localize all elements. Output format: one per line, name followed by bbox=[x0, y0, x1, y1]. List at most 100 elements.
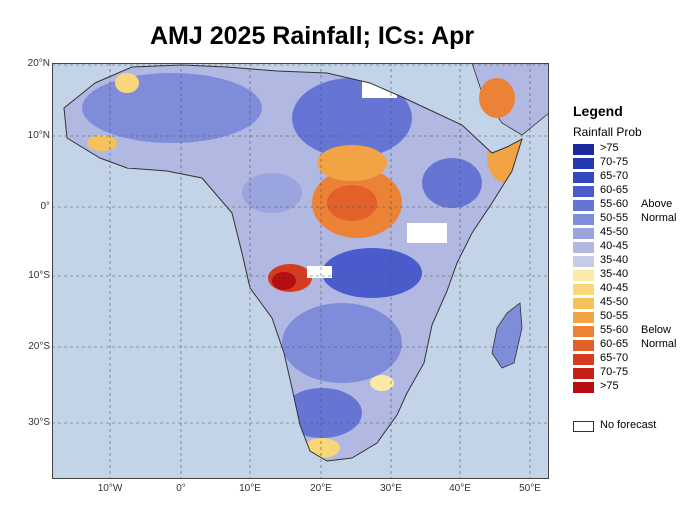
lon-label-40e: 40°E bbox=[449, 483, 471, 494]
above-zone-cape bbox=[282, 388, 362, 438]
legend-swatch-below-6 bbox=[573, 354, 594, 365]
lon-label-30e: 30°E bbox=[380, 483, 402, 494]
legend-row-above-5: 50-55 bbox=[573, 212, 688, 226]
legend-rows: >75 70-75 65-70 60-65 55-60 50-55 45-50 40-45 35… bbox=[573, 142, 688, 394]
below-zone-westsahel bbox=[115, 73, 139, 93]
legend-label-below-7: 70-75 bbox=[600, 366, 629, 378]
lat-label-30s: 30°S bbox=[28, 417, 50, 428]
legend-row-below-7: 70-75 bbox=[573, 366, 688, 380]
legend-label-above-5: 50-55 bbox=[600, 212, 629, 224]
legend-subtitle: Rainfall Prob bbox=[573, 125, 642, 139]
no-forecast-patch-east bbox=[407, 223, 447, 243]
lat-label-0: 0° bbox=[40, 201, 50, 212]
legend-label-above-1: 70-75 bbox=[600, 156, 629, 168]
legend-swatch-above-8 bbox=[573, 256, 594, 267]
legend-row-below-6: 65-70 bbox=[573, 352, 688, 366]
legend-swatch-below-0 bbox=[573, 270, 594, 281]
lat-label-10n: 10°N bbox=[27, 130, 50, 141]
graticule bbox=[52, 63, 549, 479]
map-border bbox=[52, 63, 549, 479]
legend-swatch-below-2 bbox=[573, 298, 594, 309]
legend-swatch-above-1 bbox=[573, 158, 594, 169]
legend-swatch-below-8 bbox=[573, 382, 594, 393]
below-zone-highveld bbox=[370, 375, 394, 391]
legend-row-above-1: 70-75 bbox=[573, 156, 688, 170]
above-zone-westcentral bbox=[242, 173, 302, 213]
below-zone-central-core bbox=[327, 185, 377, 221]
africa-coastline bbox=[63, 64, 523, 462]
legend-swatch-below-1 bbox=[573, 284, 594, 295]
legend-label-below-5: 60-65 bbox=[600, 338, 629, 350]
lat-label-20s: 20°S bbox=[28, 341, 50, 352]
legend-label-above-4: 55-60 bbox=[600, 198, 629, 210]
lon-label-50e: 50°E bbox=[519, 483, 541, 494]
legend-label-above-2: 65-70 bbox=[600, 170, 629, 182]
legend-label-below-2: 45-50 bbox=[600, 296, 629, 308]
legend-row-below-1: 40-45 bbox=[573, 282, 688, 296]
legend-label-below-1: 40-45 bbox=[600, 282, 629, 294]
below-zone-angola-core bbox=[272, 272, 296, 290]
legend-row-below-2: 45-50 bbox=[573, 296, 688, 310]
legend-row-above-2: 65-70 bbox=[573, 170, 688, 184]
map-title: AMJ 2025 Rainfall; ICs: Apr bbox=[150, 22, 475, 50]
legend-swatch-below-5 bbox=[573, 340, 594, 351]
legend-swatch-below-4 bbox=[573, 326, 594, 337]
legend-row-above-0: >75 bbox=[573, 142, 688, 156]
legend-row-above-3: 60-65 bbox=[573, 184, 688, 198]
no-forecast-patch-angola bbox=[307, 266, 332, 278]
lat-label-20n: 20°N bbox=[27, 58, 50, 69]
no-forecast-label: No forecast bbox=[600, 419, 657, 431]
legend-swatch-above-2 bbox=[573, 172, 594, 183]
legend-swatch-above-0 bbox=[573, 144, 594, 155]
legend-row-above-8: 35-40 bbox=[573, 254, 688, 268]
above-zone-sahel bbox=[82, 73, 262, 143]
legend-title: Legend bbox=[573, 103, 623, 119]
legend-label-above-7: 40-45 bbox=[600, 240, 629, 252]
legend-swatch-above-6 bbox=[573, 228, 594, 239]
below-zone-arabia bbox=[479, 78, 515, 118]
legend-row-below-3: 50-55 bbox=[573, 310, 688, 324]
legend-label-below-4: 55-60 bbox=[600, 324, 629, 336]
legend-panel: Legend Rainfall Prob >75 70-75 65-70 60-65 5… bbox=[573, 103, 688, 394]
legend-label-above-3: 60-65 bbox=[600, 184, 629, 196]
lon-label-10w: 10°W bbox=[97, 483, 123, 494]
legend-label-below-6: 65-70 bbox=[600, 352, 629, 364]
above-zone-central bbox=[322, 248, 422, 298]
madagascar-landmass bbox=[491, 302, 523, 369]
above-zone-south bbox=[282, 303, 402, 383]
lon-label-0: 0° bbox=[176, 483, 186, 494]
legend-label-above-0: >75 bbox=[600, 142, 619, 154]
below-zone-westcoast bbox=[87, 135, 117, 151]
legend-label-below-0: 35-40 bbox=[600, 268, 629, 280]
legend-row-below-5: 60-65 bbox=[573, 338, 688, 352]
below-zone-sudan bbox=[317, 145, 387, 181]
legend-above-label-2: Normal bbox=[641, 212, 677, 224]
legend-row-below-0: 35-40 bbox=[573, 268, 688, 282]
legend-below-label-1: Below bbox=[641, 324, 671, 336]
legend-swatch-above-7 bbox=[573, 242, 594, 253]
land-forecast bbox=[64, 65, 522, 461]
legend-row-above-6: 45-50 bbox=[573, 226, 688, 240]
lon-label-20e: 20°E bbox=[310, 483, 332, 494]
forecast-map-svg bbox=[52, 63, 549, 479]
lat-label-10s: 10°S bbox=[28, 270, 50, 281]
legend-swatch-above-3 bbox=[573, 186, 594, 197]
legend-swatch-below-7 bbox=[573, 368, 594, 379]
legend-row-above-4: 55-60 bbox=[573, 198, 688, 212]
forecast-map bbox=[52, 63, 549, 479]
legend-label-above-8: 35-40 bbox=[600, 254, 629, 266]
legend-above-label-1: Above bbox=[641, 198, 673, 210]
legend-row-below-8: >75 bbox=[573, 380, 688, 394]
legend-swatch-above-4 bbox=[573, 200, 594, 211]
legend-label-below-3: 50-55 bbox=[600, 310, 629, 322]
legend-label-below-8: >75 bbox=[600, 380, 619, 392]
above-zone-east bbox=[422, 158, 482, 208]
legend-row-above-7: 40-45 bbox=[573, 240, 688, 254]
no-forecast-swatch bbox=[573, 421, 594, 432]
lon-label-10e: 10°E bbox=[239, 483, 261, 494]
legend-row-below-4: 55-60 bbox=[573, 324, 688, 338]
legend-swatch-above-5 bbox=[573, 214, 594, 225]
legend-swatch-below-3 bbox=[573, 312, 594, 323]
legend-below-label-2: Normal bbox=[641, 338, 677, 350]
legend-label-above-6: 45-50 bbox=[600, 226, 629, 238]
